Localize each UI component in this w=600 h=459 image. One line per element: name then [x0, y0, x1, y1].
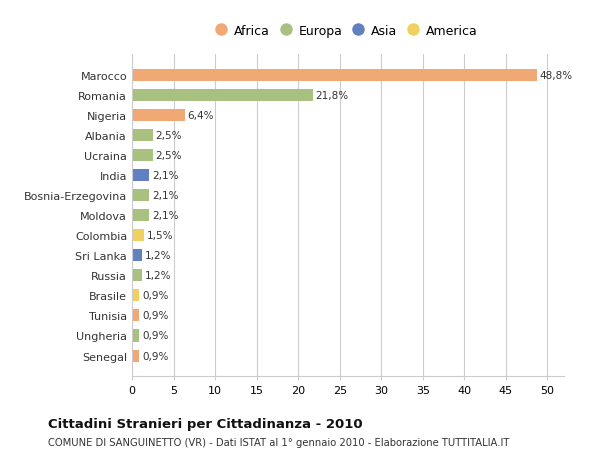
Text: COMUNE DI SANGUINETTO (VR) - Dati ISTAT al 1° gennaio 2010 - Elaborazione TUTTIT: COMUNE DI SANGUINETTO (VR) - Dati ISTAT … — [48, 437, 509, 447]
Bar — [132, 190, 149, 202]
Bar — [132, 90, 313, 102]
Bar — [132, 310, 139, 322]
Bar — [132, 210, 149, 222]
Text: 2,1%: 2,1% — [152, 211, 178, 221]
Bar — [132, 330, 139, 342]
Bar — [132, 250, 142, 262]
Text: 2,5%: 2,5% — [155, 151, 182, 161]
Text: 48,8%: 48,8% — [540, 71, 573, 81]
Text: 0,9%: 0,9% — [142, 291, 169, 301]
Text: 2,5%: 2,5% — [155, 131, 182, 141]
Bar — [132, 290, 139, 302]
Text: 0,9%: 0,9% — [142, 331, 169, 341]
Text: 0,9%: 0,9% — [142, 351, 169, 361]
Bar — [132, 170, 149, 182]
Bar — [132, 270, 142, 282]
Bar — [132, 230, 145, 242]
Legend: Africa, Europa, Asia, America: Africa, Europa, Asia, America — [213, 20, 483, 43]
Bar — [132, 130, 153, 142]
Text: 1,2%: 1,2% — [145, 251, 171, 261]
Bar — [132, 150, 153, 162]
Text: 2,1%: 2,1% — [152, 171, 178, 181]
Bar — [132, 350, 139, 362]
Bar — [132, 70, 538, 82]
Text: 1,2%: 1,2% — [145, 271, 171, 281]
Text: 21,8%: 21,8% — [316, 91, 349, 101]
Text: 6,4%: 6,4% — [188, 111, 214, 121]
Bar — [132, 110, 185, 122]
Text: Cittadini Stranieri per Cittadinanza - 2010: Cittadini Stranieri per Cittadinanza - 2… — [48, 417, 362, 430]
Text: 0,9%: 0,9% — [142, 311, 169, 321]
Text: 2,1%: 2,1% — [152, 191, 178, 201]
Text: 1,5%: 1,5% — [147, 231, 173, 241]
